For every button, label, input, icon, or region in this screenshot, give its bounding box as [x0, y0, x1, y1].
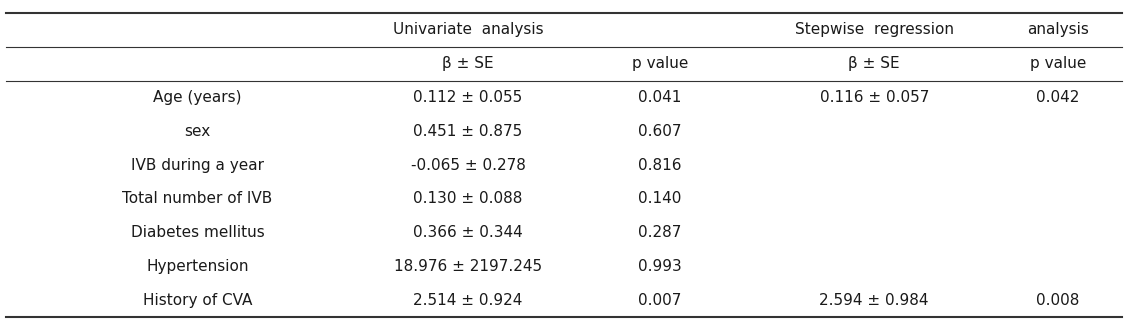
Text: 0.816: 0.816: [638, 158, 681, 173]
Text: p value: p value: [1030, 56, 1086, 71]
Text: 0.007: 0.007: [638, 293, 681, 308]
Text: History of CVA: History of CVA: [143, 293, 252, 308]
Text: Univariate  analysis: Univariate analysis: [393, 23, 544, 38]
Text: 0.112 ± 0.055: 0.112 ± 0.055: [414, 90, 522, 105]
Text: 0.607: 0.607: [638, 124, 681, 139]
Text: 0.366 ± 0.344: 0.366 ± 0.344: [413, 225, 523, 240]
Text: p value: p value: [632, 56, 688, 71]
Text: 0.042: 0.042: [1037, 90, 1079, 105]
Text: 2.514 ± 0.924: 2.514 ± 0.924: [414, 293, 522, 308]
Text: Diabetes mellitus: Diabetes mellitus: [131, 225, 264, 240]
Text: β ± SE: β ± SE: [442, 56, 494, 71]
Text: 2.594 ± 0.984: 2.594 ± 0.984: [819, 293, 929, 308]
Text: Age (years): Age (years): [153, 90, 241, 105]
Text: 0.287: 0.287: [638, 225, 681, 240]
Text: 0.008: 0.008: [1037, 293, 1079, 308]
Text: 18.976 ± 2197.245: 18.976 ± 2197.245: [394, 259, 543, 274]
Text: 0.116 ± 0.057: 0.116 ± 0.057: [820, 90, 928, 105]
Text: β ± SE: β ± SE: [848, 56, 900, 71]
Text: Hypertension: Hypertension: [147, 259, 248, 274]
Text: 0.451 ± 0.875: 0.451 ± 0.875: [414, 124, 522, 139]
Text: 0.130 ± 0.088: 0.130 ± 0.088: [414, 191, 522, 206]
Text: IVB during a year: IVB during a year: [131, 158, 264, 173]
Text: 0.140: 0.140: [638, 191, 681, 206]
Text: sex: sex: [184, 124, 211, 139]
Text: -0.065 ± 0.278: -0.065 ± 0.278: [411, 158, 526, 173]
Text: Total number of IVB: Total number of IVB: [122, 191, 273, 206]
Text: 0.993: 0.993: [638, 259, 681, 274]
Text: 0.041: 0.041: [638, 90, 681, 105]
Text: Stepwise  regression: Stepwise regression: [795, 23, 953, 38]
Text: analysis: analysis: [1028, 23, 1089, 38]
